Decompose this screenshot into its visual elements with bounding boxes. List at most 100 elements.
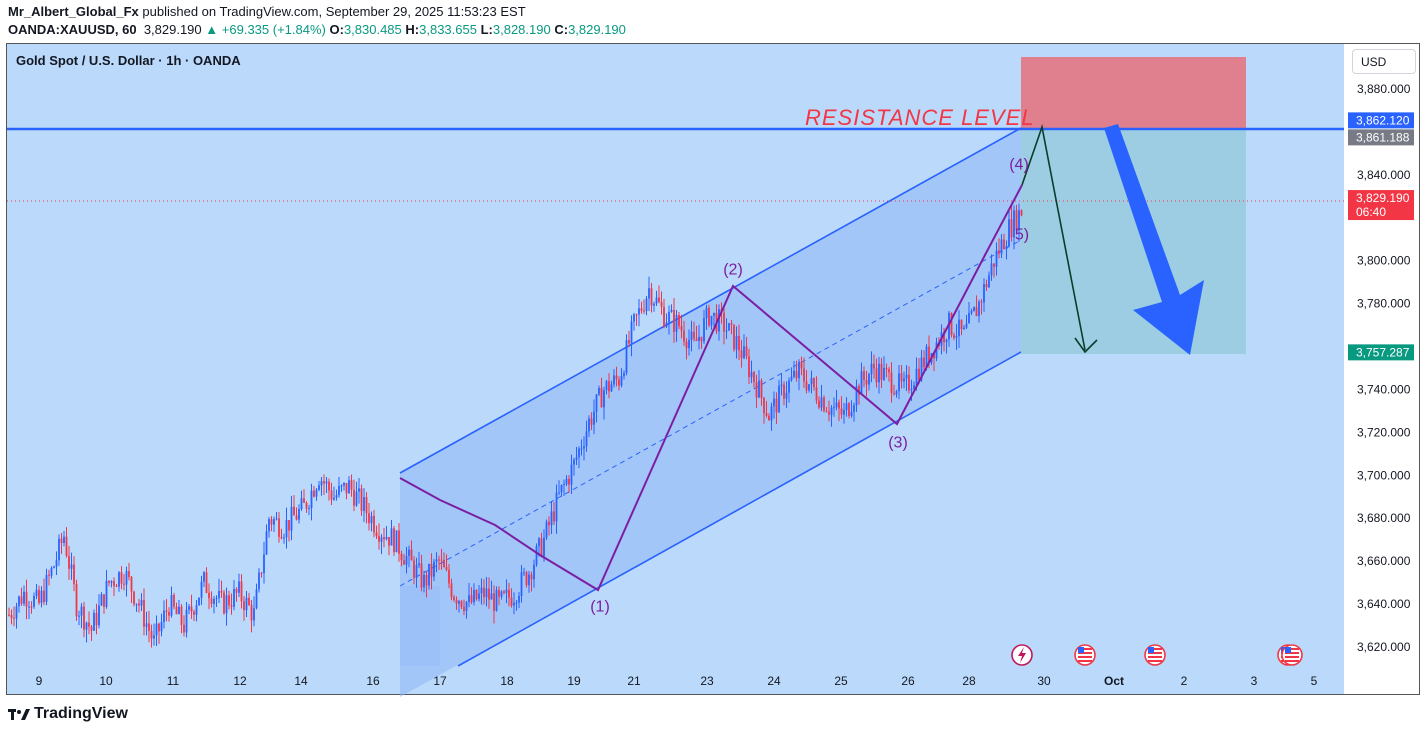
price-axis[interactable]: 3,880.000 3,840.000 3,800.000 3,780.000 3,74… — [1348, 82, 1414, 654]
candle-body — [933, 352, 935, 359]
projection-arrow[interactable] — [1021, 123, 1086, 351]
channel-lower-line[interactable] — [457, 351, 1022, 667]
candle-body — [623, 373, 625, 377]
candle-body — [800, 361, 803, 369]
candle-body — [33, 596, 35, 607]
channel-upper-line[interactable] — [399, 127, 1022, 474]
candle-body — [268, 519, 270, 532]
time-tick-label: 19 — [567, 674, 581, 688]
candle-body — [730, 323, 733, 325]
candle-body — [953, 334, 955, 338]
stop-zone[interactable] — [1021, 57, 1246, 130]
candle-body — [868, 374, 870, 385]
time-axis[interactable]: 9 10 11 12 14 16 17 18 19 21 23 24 25 26 28 30 Oct 2 3 5 — [36, 674, 1318, 688]
candle-body — [960, 319, 963, 330]
candle-body — [368, 513, 370, 524]
candle-body — [398, 530, 400, 554]
candle-body — [815, 387, 818, 401]
candle-body — [920, 357, 923, 381]
candle-body — [705, 307, 708, 319]
candle-body — [780, 384, 783, 386]
candle-body — [555, 492, 558, 522]
candle-body — [760, 380, 763, 398]
candle-body — [153, 635, 155, 639]
flag-stripe-icon — [1148, 652, 1162, 654]
candle-body — [595, 394, 598, 412]
down-arrow-icon[interactable] — [1104, 124, 1204, 355]
candle-body — [485, 588, 488, 598]
low-label: L: — [480, 22, 493, 37]
candle-body — [983, 284, 985, 303]
candle-body — [458, 601, 460, 604]
currency-button[interactable]: USD — [1352, 49, 1416, 74]
candle-body — [118, 572, 120, 587]
candle-body — [925, 346, 928, 368]
candle-body — [318, 485, 320, 490]
candle-body — [78, 615, 80, 617]
candle-body — [218, 591, 220, 599]
candle-body — [718, 309, 720, 332]
candle-body — [963, 327, 965, 330]
candle-body — [468, 595, 470, 603]
candle-body — [383, 537, 385, 540]
candle-body — [178, 606, 180, 615]
candle-body — [535, 546, 538, 565]
candle-body — [738, 336, 740, 351]
candle-body — [653, 303, 655, 306]
candle-body — [253, 608, 255, 621]
candle-body — [328, 481, 330, 491]
candle-body — [685, 341, 688, 349]
candle-body — [515, 602, 518, 604]
candle-body — [985, 284, 988, 288]
candle-body — [40, 590, 43, 603]
candle-body — [113, 581, 115, 586]
candle-body — [545, 521, 548, 538]
flag-stripe-icon — [1078, 660, 1092, 662]
wave-label: (4) — [1009, 156, 1029, 173]
candle-body — [583, 446, 585, 449]
candle-body — [608, 381, 610, 392]
candle-body — [215, 598, 218, 600]
projection-arrowhead — [1074, 337, 1098, 354]
candle-body — [60, 538, 63, 544]
candle-body — [810, 378, 813, 385]
countdown-label: 06:40 — [1356, 205, 1386, 219]
candle-body — [150, 630, 153, 639]
candle-body — [818, 400, 820, 408]
candle-body — [793, 370, 795, 377]
candle-body — [708, 307, 710, 326]
candle-body — [755, 382, 758, 398]
candle-body — [98, 605, 100, 626]
candle-body — [483, 587, 485, 598]
candle-body — [503, 591, 505, 593]
close-value: 3,829.190 — [568, 22, 626, 37]
candle-body — [898, 373, 900, 392]
candle-body — [928, 346, 930, 363]
candle-body — [195, 605, 198, 615]
candle-body — [455, 599, 458, 604]
candle-body — [38, 589, 40, 603]
candle-body — [288, 520, 290, 531]
wave-path[interactable] — [399, 184, 1023, 592]
candle-body — [900, 373, 903, 382]
candle-body — [493, 593, 495, 611]
candle-body — [888, 369, 890, 373]
candle-body — [733, 324, 735, 350]
candle-body — [403, 560, 405, 565]
candle-body — [783, 384, 785, 399]
candle-body — [763, 397, 765, 414]
footer-brand[interactable]: TradingView — [8, 705, 128, 723]
candle-body — [205, 572, 208, 593]
event-icons[interactable] — [1011, 644, 1303, 666]
candle-body — [235, 588, 238, 593]
candle-body — [658, 297, 660, 303]
candle-body — [228, 595, 230, 606]
flag-stripe-icon — [1148, 660, 1162, 662]
channel-mid-line[interactable] — [399, 239, 1022, 587]
target-zone[interactable] — [1021, 130, 1246, 354]
candle-body — [1013, 210, 1015, 238]
candle-body — [665, 322, 668, 327]
author-name[interactable]: Mr_Albert_Global_Fx — [8, 4, 139, 19]
candle-body — [30, 606, 33, 608]
